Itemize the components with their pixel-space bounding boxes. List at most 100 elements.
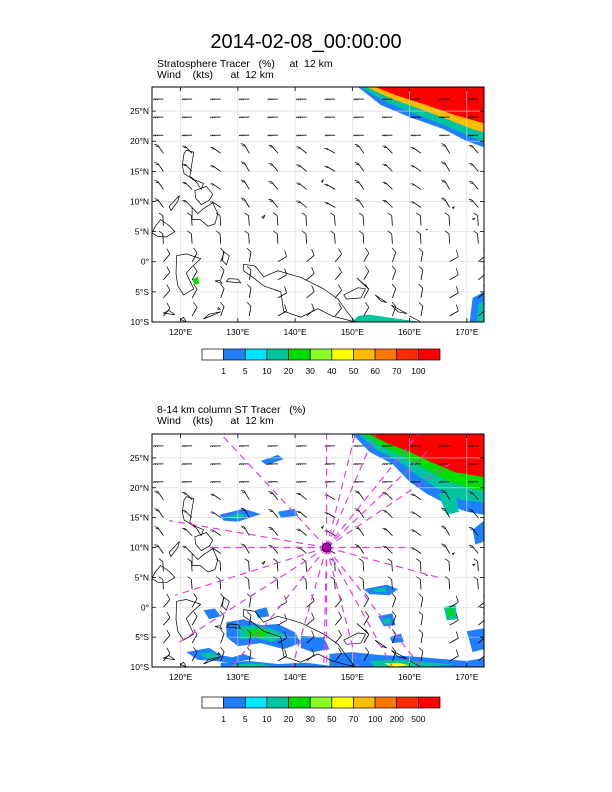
wind-barb bbox=[412, 165, 422, 172]
map-area bbox=[152, 87, 484, 322]
y-tick-label: 5°N bbox=[135, 572, 149, 582]
wind-barb bbox=[391, 561, 393, 572]
coastline bbox=[261, 214, 266, 219]
tracer-fill bbox=[300, 635, 330, 653]
wind-barb bbox=[298, 510, 307, 518]
colorbar-label: 20 bbox=[284, 714, 294, 724]
y-tick-label: 0° bbox=[141, 257, 149, 267]
wind-barb bbox=[248, 615, 252, 626]
wind-barb-feather bbox=[311, 594, 315, 601]
wind-barb bbox=[334, 289, 342, 299]
x-tick-label: 130°E bbox=[226, 672, 250, 682]
wind-barb-feather bbox=[154, 162, 158, 164]
wind-barb-feather bbox=[387, 230, 392, 234]
coastline bbox=[425, 228, 429, 231]
wind-barb bbox=[191, 215, 193, 226]
coastline bbox=[217, 652, 221, 655]
colorbar-label: 1 bbox=[221, 714, 226, 724]
wind-barb bbox=[391, 233, 393, 244]
wind-barb bbox=[248, 269, 252, 280]
radial-line bbox=[169, 520, 327, 549]
colorbar-label: 100 bbox=[368, 714, 382, 724]
wind-barb bbox=[478, 292, 484, 299]
coastline bbox=[203, 656, 221, 665]
wind-barb-feather bbox=[246, 302, 252, 307]
wind-barb bbox=[248, 651, 252, 662]
wind-barb bbox=[163, 271, 171, 281]
wind-barb-feather bbox=[354, 544, 359, 546]
wind-barb-feather bbox=[365, 283, 370, 290]
wind-barb bbox=[162, 215, 164, 226]
coastline bbox=[343, 287, 367, 300]
tracer-fill bbox=[369, 434, 484, 477]
colorbar-label: 50 bbox=[349, 366, 359, 376]
wind-barb bbox=[448, 561, 451, 572]
wind-barb bbox=[385, 492, 393, 500]
wind-barb bbox=[478, 619, 484, 626]
wind-barb-feather bbox=[365, 593, 370, 599]
colorbar-label: 20 bbox=[284, 366, 294, 376]
coastline bbox=[356, 623, 369, 635]
wind-barb-feather bbox=[365, 247, 370, 254]
colorbar-label: 30 bbox=[305, 714, 315, 724]
wind-barb-feather bbox=[473, 576, 478, 580]
wind-barb bbox=[419, 215, 422, 226]
wind-barb-feather bbox=[473, 230, 478, 234]
tracer-fill bbox=[472, 520, 484, 545]
wind-barb bbox=[163, 599, 171, 608]
wind-barb-feather bbox=[455, 250, 459, 257]
coastline bbox=[222, 250, 230, 266]
colorbar-box bbox=[201, 348, 224, 361]
wind-barb bbox=[334, 653, 342, 662]
wind-barb bbox=[191, 652, 198, 662]
wind-barb-feather bbox=[311, 612, 315, 619]
colorbar-box bbox=[374, 696, 398, 709]
wind-barb-feather bbox=[240, 507, 245, 510]
wind-barb-feather bbox=[441, 489, 445, 492]
coastline bbox=[243, 609, 356, 667]
wind-barb bbox=[276, 233, 279, 244]
wind-barb-feather bbox=[166, 629, 171, 636]
tracer-fill bbox=[372, 587, 387, 593]
wind-barb bbox=[157, 180, 164, 190]
wind-barb-feather bbox=[391, 647, 397, 652]
wind-barb-feather bbox=[418, 647, 424, 652]
wind-barb-feather bbox=[455, 304, 459, 312]
wind-barb-feather bbox=[338, 284, 342, 291]
colorbar-box bbox=[418, 348, 441, 361]
wind-barb-feather bbox=[354, 490, 359, 492]
map-frame bbox=[151, 433, 485, 668]
x-tick-label: 120°E bbox=[169, 672, 193, 682]
wind-barb-feather bbox=[268, 180, 272, 183]
wind-barb bbox=[277, 292, 287, 299]
colorbar-label: 70 bbox=[349, 714, 359, 724]
tracer-fill bbox=[382, 618, 392, 624]
wind-barb-feather bbox=[355, 492, 360, 494]
wind-barb bbox=[357, 180, 365, 190]
wind-barb bbox=[219, 215, 222, 226]
radial-line bbox=[326, 463, 450, 549]
colorbar-box bbox=[309, 348, 333, 361]
wind-barb-feather bbox=[187, 558, 192, 562]
y-tick-label: 10°S bbox=[130, 317, 149, 327]
wind-barb-feather bbox=[241, 181, 246, 183]
panel-bottom: 120°E 130°E 140°E 150°E 160°E 170°E 10°S 5°S 0° 5… bbox=[130, 433, 485, 724]
colorbar: 1 5 10 20 30 40 50 60 70 100 bbox=[201, 348, 441, 376]
wind-barb bbox=[277, 274, 287, 281]
wind-barb bbox=[357, 491, 365, 500]
coastline bbox=[261, 560, 266, 565]
storm-center-marker bbox=[321, 542, 332, 553]
wind-barb-feather bbox=[468, 491, 472, 493]
coastline bbox=[356, 277, 369, 290]
wind-barb bbox=[277, 619, 287, 626]
wind-barb bbox=[212, 529, 221, 536]
wind-barb-feather bbox=[455, 286, 459, 294]
wind-barb-feather bbox=[455, 649, 459, 657]
colorbar-label: 100 bbox=[411, 366, 425, 376]
wind-barb-feather bbox=[193, 647, 198, 653]
colorbar-box bbox=[309, 696, 333, 709]
wind-barb-feather bbox=[365, 611, 370, 617]
wind-barb-feather bbox=[324, 184, 327, 186]
wind-barb-feather bbox=[220, 647, 225, 652]
